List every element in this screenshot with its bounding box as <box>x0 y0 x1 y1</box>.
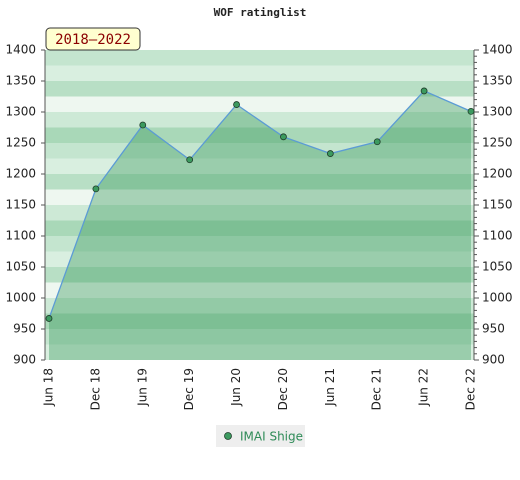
x-tick-label: Jun 19 <box>135 368 149 407</box>
badge-box <box>45 27 141 51</box>
band <box>45 236 474 252</box>
x-tick-label: Jun 20 <box>229 368 243 407</box>
area <box>49 90 471 361</box>
band <box>45 220 474 236</box>
y-tick-label: 1000 <box>5 291 36 305</box>
y2-tick-label: 950 <box>482 322 505 336</box>
band <box>45 81 474 97</box>
marker <box>45 315 53 322</box>
marker <box>373 138 381 146</box>
marker <box>467 107 475 115</box>
plot-area <box>45 50 474 360</box>
band <box>45 267 474 283</box>
band <box>45 329 474 345</box>
y-tick-label: 900 <box>13 353 36 367</box>
x-tick-label: Jun 21 <box>323 368 337 407</box>
y2-tick-label: 1150 <box>482 198 513 212</box>
y2-tick-label: 1100 <box>482 229 513 243</box>
y2-tick-label: 1050 <box>482 260 513 274</box>
x-tick-label: Jun 22 <box>417 368 431 407</box>
band <box>45 205 474 221</box>
y2-tick-label: 1400 <box>482 43 513 57</box>
y2-tick-label: 1000 <box>482 291 513 305</box>
badge: 2018–2022 <box>55 32 131 48</box>
band <box>45 189 474 205</box>
band <box>45 50 474 66</box>
x-tick-label: Dec 18 <box>88 368 102 410</box>
y-tick-label: 1050 <box>5 260 36 274</box>
marker <box>139 121 147 129</box>
band <box>45 282 474 298</box>
y-tick-label: 1300 <box>5 105 36 119</box>
band <box>45 174 474 190</box>
y-tick-label: 1200 <box>5 167 36 181</box>
band <box>45 96 474 112</box>
legend-label: IMAI Shige <box>240 430 303 444</box>
x-tick-label: Dec 19 <box>182 368 196 410</box>
band <box>45 65 474 81</box>
marker <box>280 133 287 141</box>
marker <box>92 185 100 193</box>
chart-title: WOF ratinglist <box>214 6 307 19</box>
y2-tick-label: 1350 <box>482 74 513 88</box>
x-tick-label: Dec 20 <box>276 368 290 410</box>
x-tick-label: Jun 18 <box>42 368 56 407</box>
y-tick-label: 1150 <box>5 198 36 212</box>
y-tick-label: 1250 <box>5 136 36 150</box>
band <box>45 251 474 267</box>
legend-box <box>216 425 305 447</box>
y-tick-label: 1100 <box>5 229 36 243</box>
band <box>45 298 474 314</box>
y2-tick-label: 1200 <box>482 167 513 181</box>
y2-tick-label: 1250 <box>482 136 513 150</box>
marker <box>326 150 334 157</box>
x-tick-label: Dec 21 <box>370 368 384 410</box>
y-tick-label: 950 <box>13 322 36 336</box>
y-tick-label: 1350 <box>5 74 36 88</box>
marker <box>420 87 428 95</box>
band <box>45 143 474 159</box>
y2-tick-label: 900 <box>482 353 505 367</box>
band <box>45 158 474 174</box>
legend-marker <box>224 432 232 440</box>
y2-tick-label: 1300 <box>482 105 513 119</box>
marker <box>233 101 240 108</box>
band <box>45 344 474 360</box>
marker <box>186 156 194 164</box>
band <box>45 313 474 329</box>
y-tick-label: 1400 <box>5 43 36 57</box>
x-tick-label: Dec 22 <box>464 368 478 410</box>
line <box>48 90 472 319</box>
